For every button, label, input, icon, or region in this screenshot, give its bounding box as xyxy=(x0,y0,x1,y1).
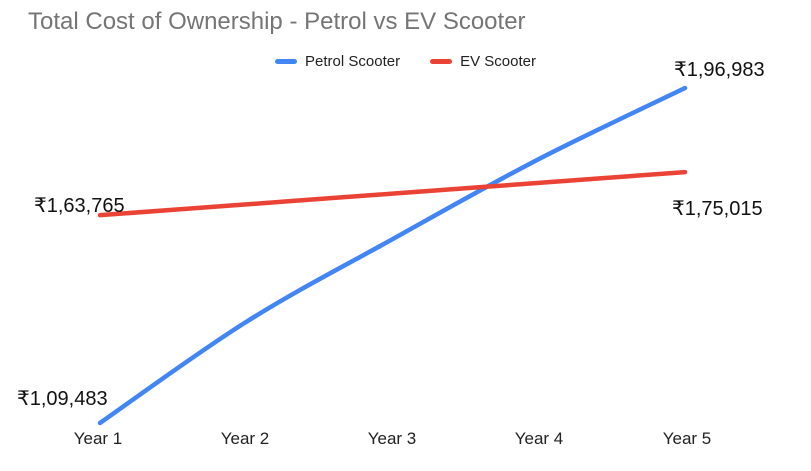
legend-item-ev: EV Scooter xyxy=(430,53,536,70)
x-axis: Year 1 Year 2 Year 3 Year 4 Year 5 xyxy=(0,429,811,453)
ev-line xyxy=(97,169,688,218)
x-axis-label-year5: Year 5 xyxy=(662,429,712,448)
chart-title: Total Cost of Ownership - Petrol vs EV S… xyxy=(28,8,526,35)
legend-label-petrol: Petrol Scooter xyxy=(305,53,401,70)
data-label-ev-year1: ₹1,63,765 xyxy=(34,195,125,217)
petrol-line xyxy=(97,85,688,426)
x-axis-label-year2: Year 2 xyxy=(220,429,270,448)
data-label-ev-year5: ₹1,75,015 xyxy=(672,198,763,220)
data-label-petrol-year5: ₹1,96,983 xyxy=(674,59,765,81)
ev-series-swatch-icon xyxy=(430,59,453,64)
chart-legend: Petrol Scooter EV Scooter xyxy=(0,53,811,70)
x-axis-label-year4: Year 4 xyxy=(514,429,564,448)
x-axis-label-year3: Year 3 xyxy=(367,429,417,448)
x-axis-label-year1: Year 1 xyxy=(73,429,123,448)
legend-label-ev: EV Scooter xyxy=(460,53,536,70)
legend-item-petrol: Petrol Scooter xyxy=(275,53,400,70)
petrol-series-swatch-icon xyxy=(275,59,298,64)
data-label-petrol-year1: ₹1,09,483 xyxy=(17,388,108,410)
